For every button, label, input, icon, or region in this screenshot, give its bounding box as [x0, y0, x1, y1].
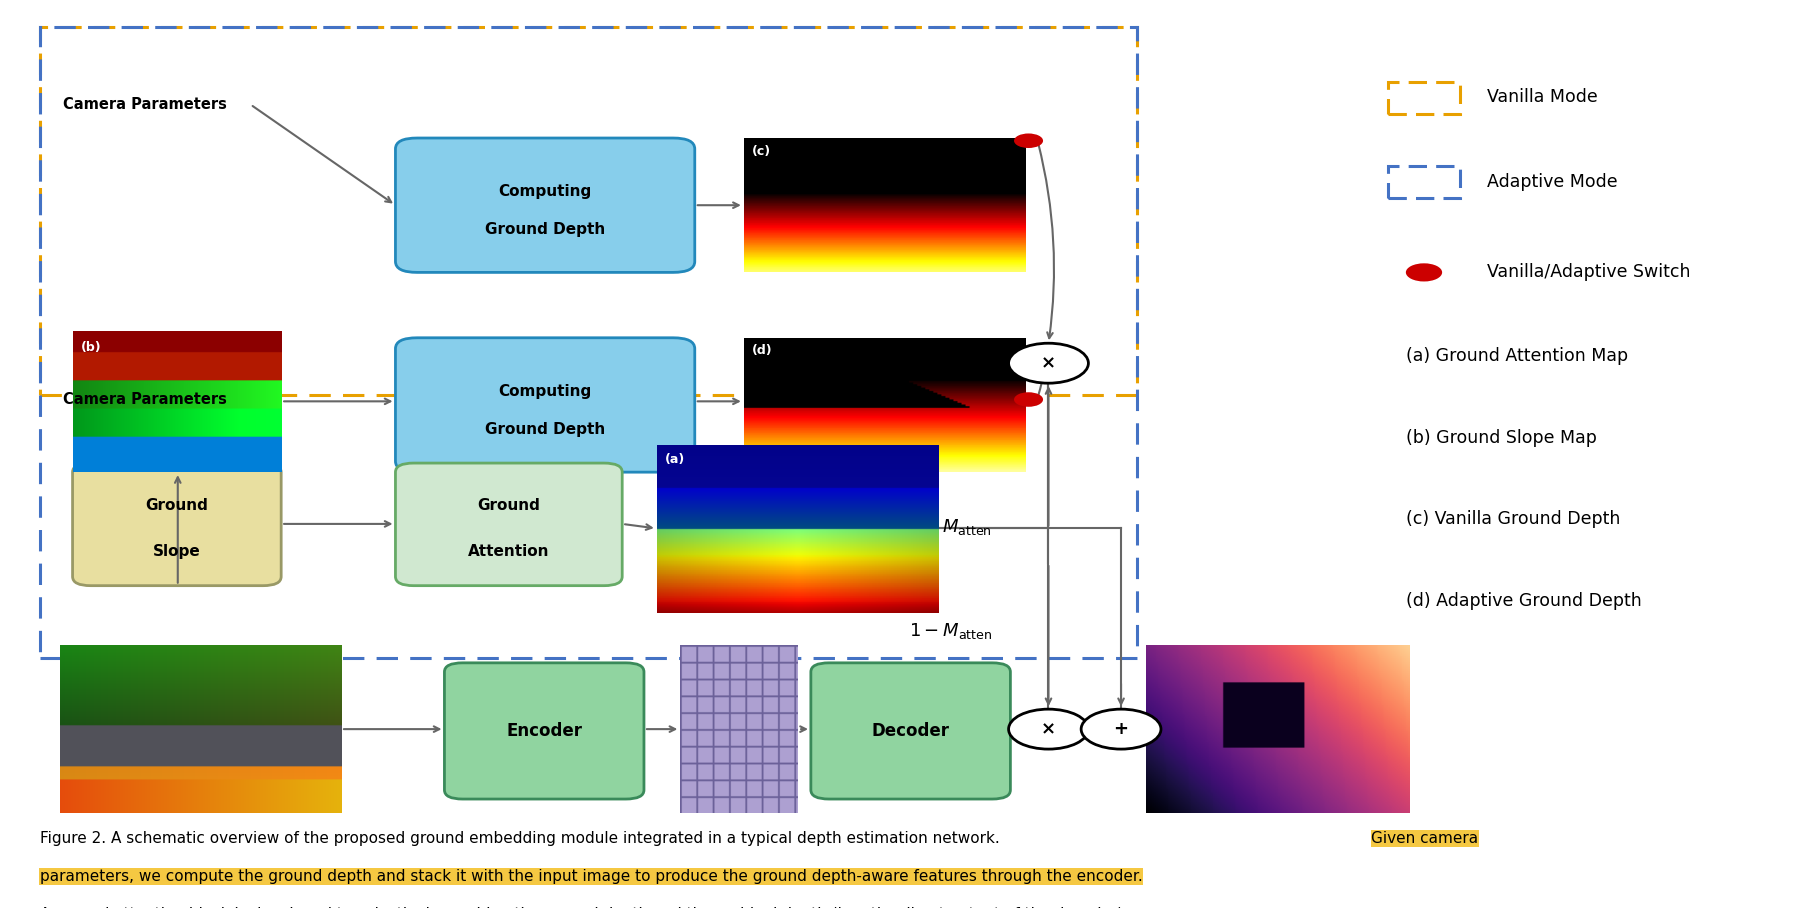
- Text: parameters, we compute the ground depth and stack it with the input image to pro: parameters, we compute the ground depth …: [40, 869, 1143, 884]
- Text: Computing: Computing: [499, 184, 591, 199]
- FancyBboxPatch shape: [811, 663, 1010, 799]
- Text: ×: ×: [1041, 720, 1056, 738]
- FancyBboxPatch shape: [395, 463, 622, 586]
- Bar: [40, 27, 1137, 395]
- Text: (a) Ground Attention Map: (a) Ground Attention Map: [1406, 347, 1627, 365]
- Text: A ground attention block is developed to selectively combine the ground depth an: A ground attention block is developed to…: [40, 907, 1123, 908]
- Text: Computing: Computing: [499, 384, 591, 399]
- Text: Attention: Attention: [468, 544, 550, 558]
- Text: Given camera: Given camera: [1371, 831, 1478, 846]
- FancyBboxPatch shape: [73, 463, 281, 586]
- Circle shape: [1009, 709, 1088, 749]
- Bar: [1388, 166, 1460, 198]
- Text: Encoder: Encoder: [506, 722, 582, 740]
- Text: Ground Depth: Ground Depth: [484, 222, 606, 237]
- Text: +: +: [1114, 720, 1128, 738]
- Text: Ground Depth: Ground Depth: [484, 421, 606, 437]
- Text: Slope: Slope: [152, 544, 201, 558]
- Text: Vanilla Mode: Vanilla Mode: [1487, 88, 1598, 106]
- Text: $M_{\mathrm{atten}}$: $M_{\mathrm{atten}}$: [943, 517, 992, 537]
- Text: Ground: Ground: [145, 498, 209, 514]
- Text: Adaptive Mode: Adaptive Mode: [1487, 173, 1618, 191]
- FancyBboxPatch shape: [444, 663, 644, 799]
- Text: Camera Parameters: Camera Parameters: [63, 97, 227, 112]
- Circle shape: [1014, 392, 1043, 407]
- Text: Figure 2. A schematic overview of the proposed ground embedding module integrate: Figure 2. A schematic overview of the pr…: [40, 831, 1000, 846]
- Circle shape: [1009, 343, 1088, 383]
- Text: (b) Ground Slope Map: (b) Ground Slope Map: [1406, 429, 1596, 447]
- Text: $1 - M_{\mathrm{atten}}$: $1 - M_{\mathrm{atten}}$: [909, 621, 992, 641]
- Text: Vanilla/Adaptive Switch: Vanilla/Adaptive Switch: [1487, 263, 1691, 281]
- Circle shape: [1081, 709, 1161, 749]
- Text: (d) Adaptive Ground Depth: (d) Adaptive Ground Depth: [1406, 592, 1642, 610]
- Circle shape: [1014, 133, 1043, 148]
- Text: (c) Vanilla Ground Depth: (c) Vanilla Ground Depth: [1406, 510, 1620, 528]
- Text: Decoder: Decoder: [873, 722, 949, 740]
- Text: ×: ×: [1041, 354, 1056, 372]
- Text: Ground: Ground: [477, 498, 541, 514]
- Bar: [1388, 82, 1460, 114]
- FancyBboxPatch shape: [395, 138, 695, 272]
- FancyBboxPatch shape: [395, 338, 695, 472]
- Bar: [40, 27, 1137, 658]
- Circle shape: [1406, 263, 1442, 281]
- Text: Camera Parameters: Camera Parameters: [63, 392, 227, 407]
